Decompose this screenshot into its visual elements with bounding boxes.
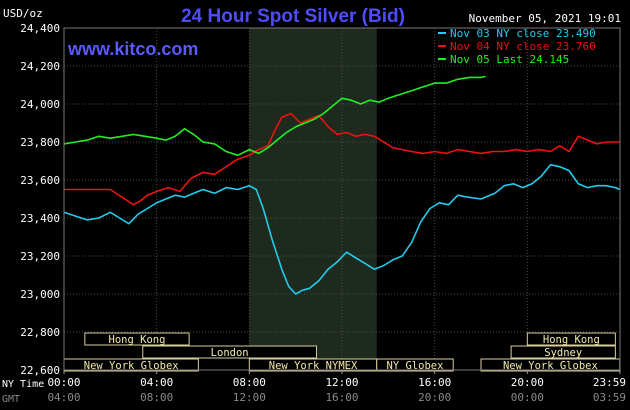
x-tick-label-gmt: 00:00: [511, 391, 544, 404]
y-tick-label: 24,400: [20, 22, 60, 35]
x-tick-label-ny: 00:00: [47, 376, 80, 389]
x-tick-label-gmt: 12:00: [233, 391, 266, 404]
kitco-watermark: www.kitco.com: [67, 39, 198, 59]
x-tick-label-gmt: 20:00: [418, 391, 451, 404]
session-bar: [376, 358, 454, 372]
session-label: NY Globex: [387, 360, 444, 372]
session-bar: [526, 332, 616, 346]
session-label: Hong Kong: [109, 334, 166, 346]
session-label: New York NYMEX: [269, 360, 358, 372]
axes: 24,400 24,200 24,000 23,800 23,600 23,400 23,2…: [2, 22, 626, 405]
y-tick-label: 23,000: [20, 288, 60, 301]
chart-title: 24 Hour Spot Silver (Bid): [181, 6, 405, 27]
session-label: London: [211, 347, 249, 359]
series-lines: [63, 75, 621, 295]
legend-entry: Nov 05 Last 24.145: [450, 53, 569, 66]
x-tick-label-gmt: 04:00: [47, 391, 80, 404]
y-tick-label: 22,600: [20, 364, 60, 377]
session-label: New York Globex: [84, 360, 179, 372]
ny-session-band: [249, 28, 377, 370]
x-tick-label-gmt: 03:59: [593, 391, 626, 404]
session-bar: [510, 345, 616, 359]
y-tick-label: 22,800: [20, 326, 60, 339]
x-tick-label-ny: 12:00: [325, 376, 358, 389]
x-axis-label-gmt: GMT: [2, 394, 20, 405]
x-tick-label-ny: 16:00: [418, 376, 451, 389]
session-bar: [84, 332, 190, 346]
highlight-bands: [249, 28, 377, 370]
series-line-3: [63, 75, 486, 157]
y-tick-label: 23,200: [20, 250, 60, 263]
x-tick-label-gmt: 08:00: [140, 391, 173, 404]
y-tick-label: 23,400: [20, 212, 60, 225]
y-tick-label: 24,000: [20, 98, 60, 111]
y-tick-label: 23,800: [20, 136, 60, 149]
series-line-2: [64, 112, 620, 206]
y-tick-label: 23,600: [20, 174, 60, 187]
x-tick-label-ny: 08:00: [233, 376, 266, 389]
x-tick-label-ny: 20:00: [511, 376, 544, 389]
session-label: Sydney: [544, 347, 582, 359]
x-tick-label-gmt: 16:00: [325, 391, 358, 404]
x-axis-label-ny: NY Time: [2, 379, 44, 390]
chart-timestamp: November 05, 2021 19:01: [469, 12, 621, 25]
x-tick-label-ny: 23:59: [593, 376, 626, 389]
session-bar: [142, 345, 318, 359]
legend-entry: Nov 04 NY close 23.760: [450, 40, 596, 53]
legend-entry: Nov 03 NY close 23.490: [450, 27, 596, 40]
y-unit-label: USD/oz: [3, 7, 43, 20]
series-line-1: [63, 164, 621, 295]
y-tick-label: 24,200: [20, 60, 60, 73]
session-label: New York Globex: [503, 360, 598, 372]
session-label: Hong Kong: [543, 334, 600, 346]
x-tick-label-ny: 04:00: [140, 376, 173, 389]
